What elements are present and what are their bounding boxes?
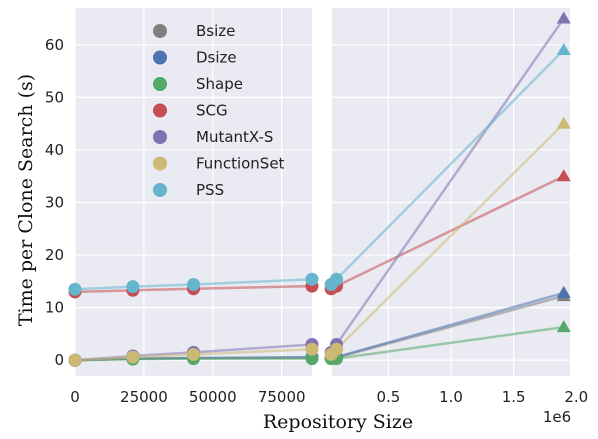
legend-label-functionset: FunctionSet	[196, 155, 285, 173]
legend-marker-bsize	[153, 24, 167, 38]
y-tick-labels: 0 10 20 30 40 50 60	[45, 36, 64, 369]
legend-label-mutantx-s: MutantX-S	[196, 128, 273, 146]
data-point-functionset	[187, 347, 200, 361]
series-markers	[68, 11, 571, 367]
x-offset-label: 1e6	[543, 408, 571, 426]
x-tick-label: 1.5	[502, 388, 526, 406]
x-tick-labels: 0 25000 50000 75000 0.5 1.0 1.5 2.0	[70, 388, 588, 406]
legend-marker-pss	[153, 183, 167, 197]
data-point-pss	[330, 272, 344, 286]
legend-item-pss: PSS	[153, 181, 224, 199]
y-tick-label: 40	[45, 141, 64, 159]
series-line-dsize-panel-2	[332, 291, 565, 360]
legend-item-scg: SCG	[153, 102, 228, 120]
legend-label-scg: SCG	[196, 102, 228, 120]
data-point-pss	[126, 280, 140, 294]
data-point-functionset	[556, 116, 571, 129]
data-point-pss	[556, 43, 571, 56]
x-tick-label: 50000	[189, 388, 237, 406]
y-tick-label: 50	[45, 88, 64, 106]
x-tick-label: 75000	[258, 388, 306, 406]
legend-item-mutantx-s: MutantX-S	[153, 128, 273, 146]
series-line-bsize-panel-2	[332, 294, 565, 360]
data-point-pss	[187, 278, 200, 292]
data-point-dsize	[556, 285, 571, 298]
legend-label-pss: PSS	[196, 181, 224, 199]
legend-marker-shape	[153, 77, 167, 91]
x-tick-label: 2.0	[564, 388, 588, 406]
legend-label-shape: Shape	[196, 75, 243, 93]
legend-marker-functionset	[153, 156, 167, 171]
data-point-shape	[305, 352, 319, 366]
legend-marker-scg	[153, 103, 167, 118]
y-tick-label: 0	[54, 351, 64, 369]
legend-item-dsize: Dsize	[153, 49, 237, 67]
y-tick-label: 10	[45, 299, 64, 317]
legend-label-bsize: Bsize	[196, 22, 235, 40]
series-line-pss-panel-2	[332, 49, 565, 286]
x-tick-label: 1.0	[439, 388, 463, 406]
data-point-functionset	[330, 342, 344, 356]
panel-1-background	[75, 8, 312, 376]
legend-item-shape: Shape	[153, 75, 243, 93]
series-line-mutantx-s-panel-2	[332, 17, 565, 354]
y-tick-label: 60	[45, 36, 64, 54]
x-tick-label: 25000	[120, 388, 168, 406]
data-point-functionset	[305, 342, 319, 356]
x-axis-label: Repository Size	[263, 411, 413, 433]
data-point-mutantx-s	[556, 11, 571, 24]
data-point-shape	[556, 320, 571, 333]
series-line-scg-panel-2	[332, 175, 565, 290]
legend-item-bsize: Bsize	[153, 22, 235, 40]
legend-item-functionset: FunctionSet	[153, 155, 285, 173]
legend-label-dsize: Dsize	[196, 49, 237, 67]
y-axis-label: Time per Clone Search (s)	[15, 74, 37, 326]
data-point-functionset	[68, 353, 82, 367]
legend: Bsize Dsize Shape SCG MutantX-S FunctionSet PS…	[153, 22, 285, 199]
legend-marker-dsize	[153, 50, 167, 65]
y-tick-label: 20	[45, 246, 64, 264]
y-tick-label: 30	[45, 194, 64, 212]
series-line-shape-panel-2	[332, 325, 564, 360]
data-point-pss	[68, 282, 82, 296]
data-point-functionset	[126, 350, 140, 364]
data-point-pss	[305, 272, 319, 286]
legend-marker-mutantx-s	[153, 130, 167, 144]
series-line-functionset-panel-2	[332, 122, 565, 356]
x-tick-label: 0	[70, 388, 80, 406]
x-tick-label: 0.5	[376, 388, 400, 406]
data-point-scg	[556, 169, 571, 182]
